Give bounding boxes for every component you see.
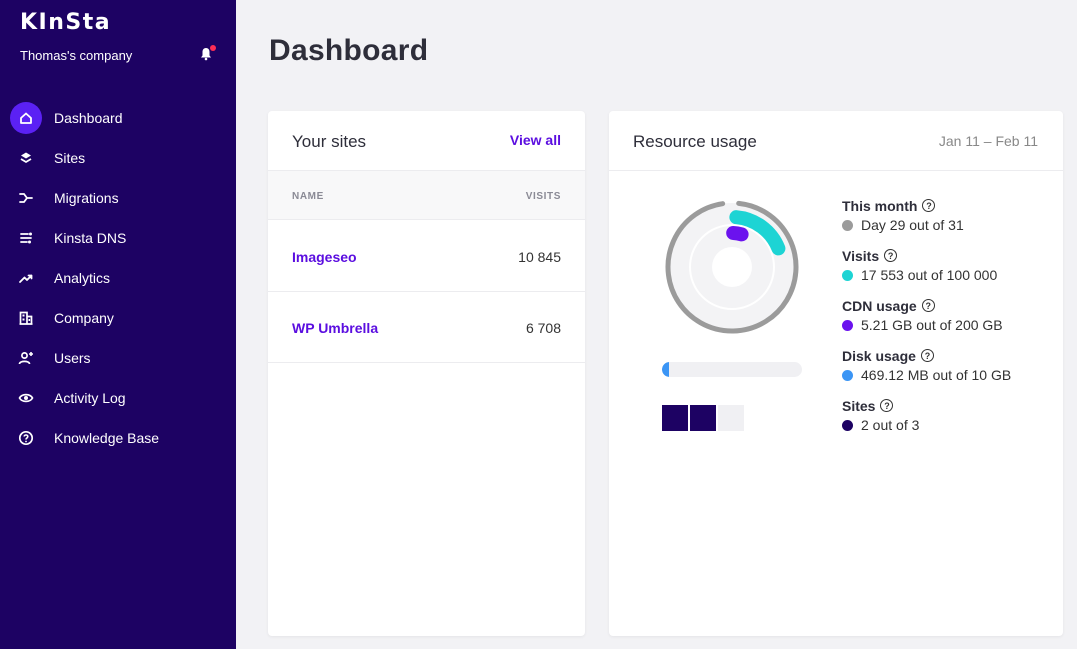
eye-icon [10,382,42,414]
resource-legend: This month? Day 29 out of 31 Visits? 17 … [842,197,1011,447]
sidebar-item-migrations[interactable]: Migrations [0,178,236,218]
sidebar-item-kinsta-dns[interactable]: Kinsta DNS [0,218,236,258]
legend-value: 5.21 GB out of 200 GB [861,317,1003,333]
sidebar-item-users[interactable]: Users [0,338,236,378]
sidebar-item-label: Activity Log [54,390,126,406]
legend-value: 469.12 MB out of 10 GB [861,367,1012,383]
site-name-link[interactable]: Imageseo [292,249,357,265]
migrate-icon [10,182,42,214]
site-slot-block [718,405,744,431]
legend-item-this-month: This month? Day 29 out of 31 [842,197,1011,236]
legend-dot [842,219,853,231]
building-icon [10,302,42,334]
page-title: Dashboard [269,34,429,67]
help-icon[interactable]: ? [922,199,936,212]
sidebar-item-analytics[interactable]: Analytics [0,258,236,298]
sidebar-item-label: Kinsta DNS [54,230,127,246]
sidebar-item-label: Migrations [54,190,119,206]
site-visits: 10 845 [518,249,561,265]
table-row[interactable]: Imageseo 10 845 [268,221,585,292]
kinsta-logo[interactable]: KInSta [20,10,112,35]
resource-card-header: Resource usage Jan 11 – Feb 11 [609,111,1063,171]
legend-title: Visits [842,247,880,264]
site-visits: 6 708 [525,320,561,336]
help-icon[interactable]: ? [921,299,935,312]
sidebar-item-label: Dashboard [54,110,123,126]
notification-dot [210,45,216,51]
trend-icon [10,262,42,294]
user-plus-icon [10,342,42,374]
help-icon[interactable]: ? [880,399,894,412]
home-icon [10,102,42,134]
legend-item-visits: Visits? 17 553 out of 100 000 [842,247,1011,286]
legend-title: CDN usage [842,297,917,314]
sidebar-item-activity-log[interactable]: Activity Log [0,378,236,418]
legend-item-disk-usage: Disk usage? 469.12 MB out of 10 GB [842,347,1011,386]
help-icon[interactable]: ? [884,249,898,262]
sidebar-item-label: Sites [54,150,86,166]
date-range: Jan 11 – Feb 11 [938,133,1038,149]
ring-inner-guide [689,224,775,310]
sites-card: Your sites View all NAME VISITS Imageseo… [268,111,585,636]
legend-value: Day 29 out of 31 [861,217,964,233]
table-row[interactable]: WP Umbrella 6 708 [268,292,585,363]
sites-card-title: Your sites [292,132,367,151]
legend-title: This month [842,197,918,214]
resource-card-title: Resource usage [633,132,757,151]
sidebar-item-label: Knowledge Base [54,430,160,446]
bell-icon[interactable] [198,46,214,62]
sidebar-item-company[interactable]: Company [0,298,236,338]
month-progress-arc [665,200,799,334]
sites-card-header: Your sites View all [268,111,585,171]
company-name[interactable]: Thomas's company [20,48,133,63]
site-slot-block [690,405,716,431]
legend-value: 2 out of 3 [861,417,920,433]
column-header-visits[interactable]: VISITS [525,191,561,202]
sidebar-item-label: Company [54,310,114,326]
column-header-name[interactable]: NAME [292,191,324,202]
legend-dot [842,319,853,331]
cdn-progress-arc [726,226,749,242]
sites-table-header: NAME VISITS [268,171,585,220]
legend-dot [842,269,853,281]
help-icon[interactable]: ? [920,349,934,362]
layers-icon [10,142,42,174]
dns-icon [10,222,42,254]
sidebar: KInSta Thomas's company Dashboard Sites … [0,0,236,649]
view-all-link[interactable]: View all [509,132,561,148]
sidebar-item-sites[interactable]: Sites [0,138,236,178]
visits-progress-arc [729,210,786,256]
resource-usage-card: Resource usage Jan 11 – Feb 11 This mont… [609,111,1063,636]
legend-title: Disk usage [842,347,916,364]
site-slot-block [662,405,688,431]
disk-usage-bar [662,362,802,377]
help-circle-icon [10,422,42,454]
legend-title: Sites [842,397,876,414]
legend-item-sites: Sites? 2 out of 3 [842,397,1011,436]
disk-usage-bar-fill [662,362,669,377]
sites-usage-blocks [662,405,744,431]
site-name-link[interactable]: WP Umbrella [292,320,379,336]
legend-item-cdn-usage: CDN usage? 5.21 GB out of 200 GB [842,297,1011,336]
resource-usage-ring-chart [665,200,799,334]
sidebar-item-label: Analytics [54,270,111,286]
sidebar-item-label: Users [54,350,91,366]
legend-dot [842,419,853,431]
sidebar-item-knowledge-base[interactable]: Knowledge Base [0,418,236,458]
sidebar-item-dashboard[interactable]: Dashboard [0,98,236,138]
ring-center [712,247,752,287]
sidebar-nav: Dashboard Sites Migrations Kinsta DNS An… [0,98,236,458]
legend-value: 17 553 out of 100 000 [861,267,998,283]
legend-dot [842,369,853,381]
